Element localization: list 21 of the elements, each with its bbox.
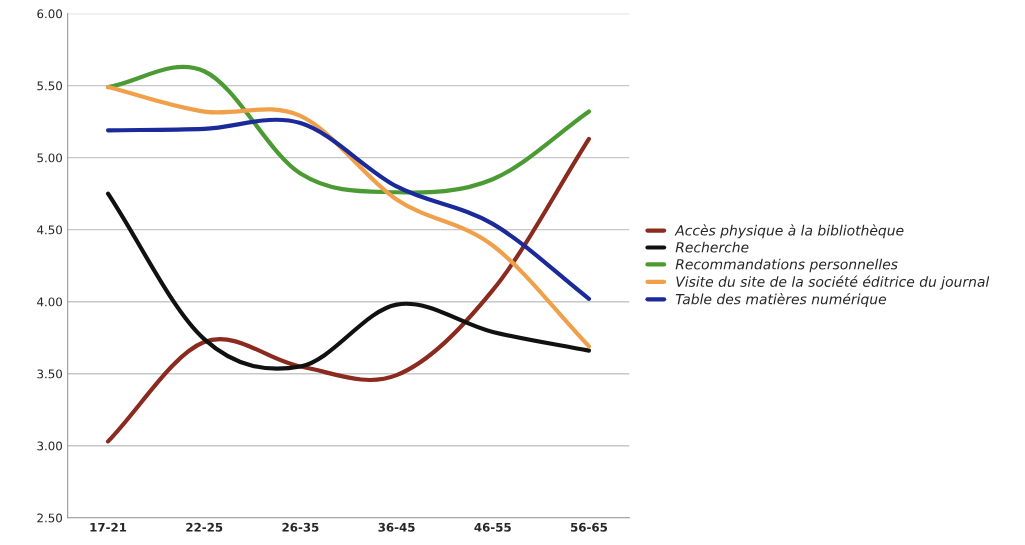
- y-tick-label: 5.50: [37, 81, 63, 91]
- legend-label: Accès physique à la bibliothèque: [674, 224, 904, 239]
- y-tick-label: 2.50: [37, 513, 63, 523]
- x-tick-label: 56-65: [570, 522, 608, 532]
- x-tick-label: 36-45: [378, 522, 415, 532]
- line-series: [105, 84, 592, 349]
- legend-label: Table des matières numérique: [675, 293, 887, 308]
- line-series: [105, 136, 592, 444]
- y-tick-label: 5.00: [37, 153, 63, 163]
- legend-label: Recherche: [675, 241, 749, 253]
- x-tick-label: 26-35: [282, 522, 319, 532]
- legend-label: Recommandations personnelles: [675, 258, 898, 273]
- x-tick-label: 17-21: [90, 522, 127, 532]
- y-tick-label: 3.00: [37, 441, 63, 451]
- y-tick-label: 4.50: [37, 225, 63, 235]
- x-tick-label: 46-55: [474, 522, 511, 532]
- y-tick-label: 6.00: [37, 9, 63, 19]
- legend-label: Visite du site de la société éditrice du journal: [676, 275, 990, 290]
- x-tick-label: 22-25: [186, 522, 223, 532]
- y-tick-label: 3.50: [37, 369, 63, 379]
- y-tick-label: 4.00: [37, 297, 63, 307]
